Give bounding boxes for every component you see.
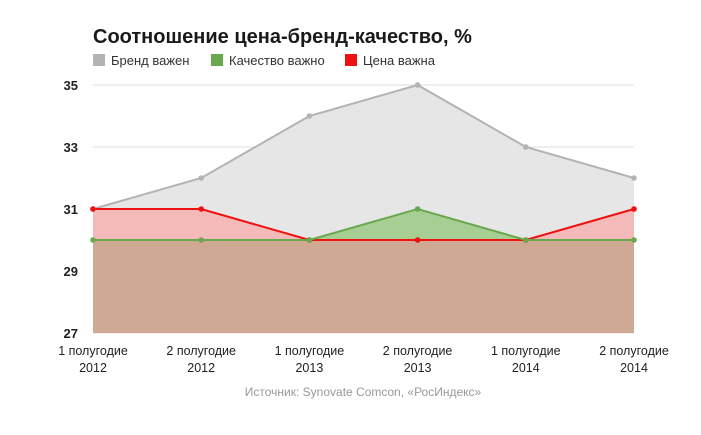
legend-swatch [211, 54, 223, 66]
data-point [523, 144, 529, 150]
x-axis: 1 полугодие 2012 2 полугодие 2012 1 полугоди… [58, 344, 669, 375]
series-line [92, 83, 635, 210]
y-tick-label: 27 [64, 326, 78, 341]
data-point [631, 206, 637, 212]
data-point [414, 206, 421, 212]
data-points [90, 82, 637, 243]
data-point [631, 237, 637, 243]
series-lines [92, 83, 635, 241]
x-tick-label: 1 полугодие 2012 [58, 344, 128, 375]
legend-label: Цена важна [363, 53, 436, 68]
data-point [198, 175, 204, 181]
x-tick-label: 1 полугодие 2014 [491, 344, 561, 375]
data-point [414, 237, 421, 243]
chart-title: Соотношение цена-бренд-качество, % [93, 26, 472, 48]
data-point [90, 206, 96, 212]
data-point [306, 237, 313, 243]
series-line [93, 208, 635, 241]
legend-swatch [93, 54, 105, 66]
x-tick-label: 2 полугодие 2012 [166, 344, 236, 375]
legend-swatch [345, 54, 357, 66]
y-tick-label: 29 [64, 264, 78, 279]
data-point [90, 237, 96, 243]
y-tick-label: 33 [64, 140, 78, 155]
data-point [631, 175, 637, 181]
data-point [198, 206, 204, 212]
series-line [93, 207, 634, 241]
source-note: Источник: Synovate Comcon, «РосИндекс» [245, 385, 482, 399]
x-tick-label: 1 полугодие 2013 [275, 344, 345, 375]
x-tick-label: 2 полугодие 2014 [599, 344, 669, 375]
data-point [414, 82, 421, 88]
y-tick-label: 31 [64, 202, 78, 217]
y-axis: 27 29 31 33 35 [64, 78, 78, 341]
y-tick-label: 35 [64, 78, 78, 93]
overlap-area [93, 240, 634, 333]
x-tick-label: 2 полугодие 2013 [383, 344, 453, 375]
legend-label: Бренд важен [111, 53, 189, 68]
data-point [306, 113, 313, 119]
legend-label: Качество важно [229, 53, 325, 68]
data-point [523, 237, 529, 243]
legend: Бренд важен Качество важно Цена важна [93, 53, 436, 68]
data-point [198, 237, 204, 243]
